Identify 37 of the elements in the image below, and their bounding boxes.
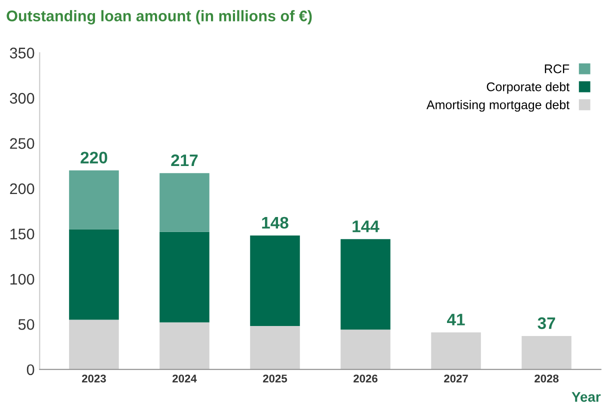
x-tick-label: 2027	[444, 374, 468, 382]
bar	[250, 236, 300, 326]
bar	[340, 330, 390, 370]
y-tick-label: 0	[26, 364, 34, 376]
y-tick-label: 250	[10, 138, 34, 149]
y-tick-label: 100	[10, 274, 34, 285]
total-label: 37	[538, 317, 556, 330]
x-tick-label: 2024	[172, 374, 197, 382]
legend-label: Amortising mortgage debt	[426, 100, 570, 112]
total-label: 148	[262, 216, 288, 229]
y-tick-label: 150	[10, 228, 34, 240]
bar	[522, 336, 572, 370]
bar	[431, 332, 481, 370]
bar	[69, 229, 119, 320]
y-tick-label: 350	[10, 48, 34, 58]
bar	[160, 322, 210, 370]
legend-label: Corporate debt	[486, 82, 570, 94]
bar	[160, 173, 210, 232]
y-tick-label: 50	[18, 319, 34, 330]
x-tick-label: 2026	[354, 374, 378, 382]
total-label: 217	[171, 154, 198, 166]
chart-title: Outstanding loan amount (in millions of €)	[6, 10, 312, 24]
legend-label: RCF	[544, 64, 570, 74]
total-label: 41	[447, 314, 465, 326]
x-tick-label: 2028	[534, 374, 559, 382]
bar	[69, 170, 119, 230]
y-tick-label: 300	[10, 92, 34, 104]
bar	[340, 239, 390, 330]
x-axis-title: Year	[572, 392, 601, 402]
bar	[250, 326, 300, 370]
x-tick-label: 2025	[263, 374, 288, 382]
bar	[69, 320, 119, 370]
x-tick-label: 2023	[82, 374, 106, 382]
total-label: 220	[80, 152, 108, 164]
bar	[160, 232, 210, 322]
y-tick-label: 200	[10, 183, 34, 194]
total-label: 144	[352, 220, 380, 232]
